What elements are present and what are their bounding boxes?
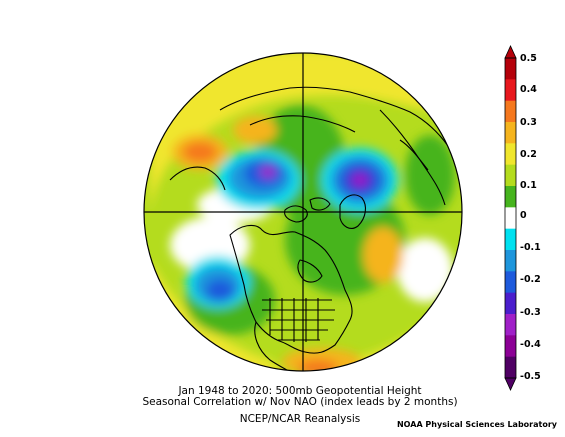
caption-line-3: NCEP/NCAR Reanalysis <box>239 413 361 425</box>
colorbar-tick-label: 0.1 <box>520 180 537 191</box>
colorbar-segment <box>505 186 516 208</box>
colorbar-tick-label: -0.2 <box>520 274 541 285</box>
colorbar-segment <box>505 314 516 336</box>
colorbar-tick-label: 0.4 <box>520 84 537 95</box>
colorbar-segment <box>505 164 516 187</box>
colorbar-segment <box>505 292 516 315</box>
colorbar-segment <box>505 250 516 272</box>
colorbar-segment <box>505 356 516 379</box>
colorbar-tick-label: 0.5 <box>520 53 537 64</box>
colorbar <box>504 45 517 391</box>
colorbar-segment <box>505 122 516 144</box>
caption-line-1: Jan 1948 to 2020: 500mb Geopotential Hei… <box>178 385 422 397</box>
caption-line-2: Seasonal Correlation w/ Nov NAO (index l… <box>142 396 458 408</box>
colorbar-tick-label: -0.5 <box>520 371 541 382</box>
colorbar-tick-label: 0.2 <box>520 149 537 160</box>
hemisphere-border <box>143 52 463 372</box>
colorbar-segment <box>505 143 516 166</box>
colorbar-segment <box>505 228 516 251</box>
colorbar-segment <box>505 58 516 80</box>
colorbar-tick-label: -0.4 <box>520 339 541 350</box>
colorbar-segment <box>505 100 516 123</box>
colorbar-segment <box>505 335 516 358</box>
colorbar-tick-label: 0 <box>520 210 527 221</box>
colorbar-frame <box>504 57 517 379</box>
colorbar-max-arrow <box>504 45 517 59</box>
colorbar-segment <box>505 207 516 230</box>
credit-label: NOAA Physical Sciences Laboratory <box>396 420 557 429</box>
colorbar-tick-label: 0.3 <box>520 117 537 128</box>
coastlines <box>169 86 462 371</box>
colorbar-segment <box>505 79 516 102</box>
colorbar-tick-label: -0.3 <box>520 307 541 318</box>
graticule <box>144 53 462 371</box>
colorbar-tick-label: -0.1 <box>520 242 541 253</box>
colorbar-min-arrow <box>504 377 517 391</box>
colorbar-segment <box>505 271 516 294</box>
